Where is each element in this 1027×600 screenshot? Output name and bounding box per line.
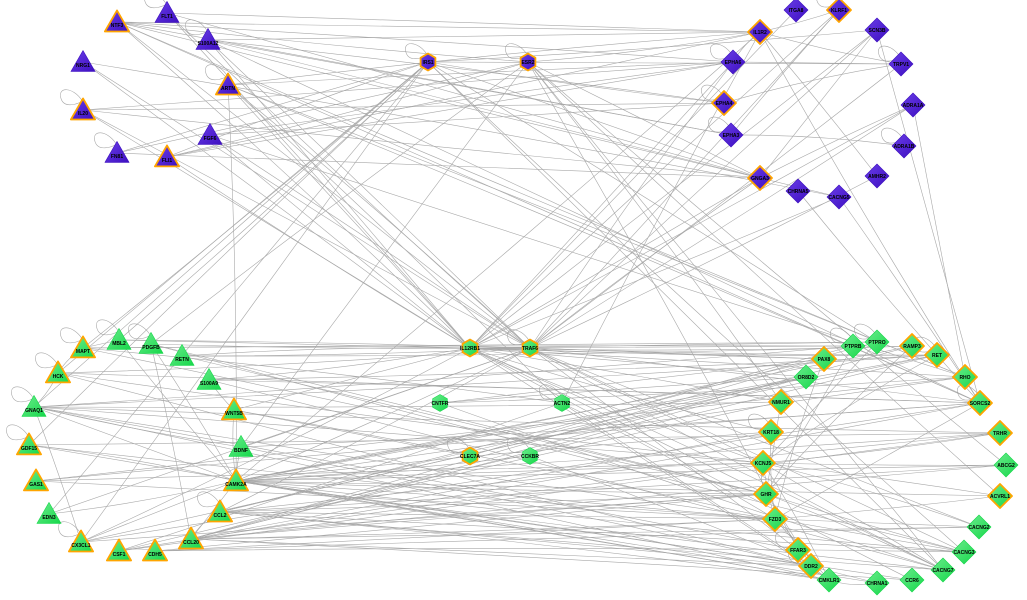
svg-text:WNT5B: WNT5B bbox=[225, 411, 243, 417]
svg-text:PTPRB: PTPRB bbox=[845, 344, 862, 350]
svg-text:FLT1: FLT1 bbox=[161, 14, 173, 20]
svg-text:CHRNA1: CHRNA1 bbox=[867, 581, 888, 587]
svg-text:FZD3: FZD3 bbox=[769, 517, 782, 523]
svg-text:ABCG2: ABCG2 bbox=[997, 463, 1015, 469]
svg-text:CDH5: CDH5 bbox=[148, 552, 162, 558]
svg-text:FFAR3: FFAR3 bbox=[790, 548, 806, 554]
svg-text:CNTFR: CNTFR bbox=[432, 401, 449, 407]
svg-text:CACNG5: CACNG5 bbox=[828, 195, 849, 201]
svg-text:CMKLR1: CMKLR1 bbox=[819, 578, 840, 584]
svg-text:GHR: GHR bbox=[760, 492, 772, 498]
svg-text:CCL2: CCL2 bbox=[213, 513, 226, 519]
svg-text:KLRF1: KLRF1 bbox=[831, 8, 847, 14]
svg-text:GNGA3: GNGA3 bbox=[751, 176, 769, 182]
svg-text:TRHR: TRHR bbox=[993, 431, 1007, 437]
svg-text:FGF6: FGF6 bbox=[204, 136, 217, 142]
svg-text:NRG1: NRG1 bbox=[76, 63, 90, 69]
svg-text:PTPRO: PTPRO bbox=[868, 340, 885, 346]
svg-text:ADRA1A: ADRA1A bbox=[903, 103, 924, 109]
svg-text:IL1R2: IL1R2 bbox=[753, 30, 767, 36]
svg-text:AMHR2: AMHR2 bbox=[868, 174, 886, 180]
svg-text:ACVRL1: ACVRL1 bbox=[990, 494, 1010, 500]
svg-text:EDN3: EDN3 bbox=[42, 515, 56, 521]
svg-text:OR8D2: OR8D2 bbox=[798, 375, 815, 381]
svg-text:CCR6: CCR6 bbox=[905, 578, 919, 584]
svg-text:PAX8: PAX8 bbox=[818, 357, 831, 363]
svg-text:S100A9: S100A9 bbox=[200, 381, 218, 387]
svg-text:EPHA6: EPHA6 bbox=[725, 60, 742, 66]
svg-text:CX3CL1: CX3CL1 bbox=[71, 543, 90, 549]
svg-text:PDGFB: PDGFB bbox=[142, 345, 160, 351]
svg-text:RHO: RHO bbox=[959, 375, 970, 381]
svg-text:ITGA8: ITGA8 bbox=[789, 8, 804, 14]
svg-text:CAMK2A: CAMK2A bbox=[225, 482, 247, 488]
svg-text:SORCS2: SORCS2 bbox=[970, 401, 991, 407]
svg-text:TRPV1: TRPV1 bbox=[893, 62, 909, 68]
svg-text:CACNG2: CACNG2 bbox=[968, 525, 989, 531]
svg-text:IL20: IL20 bbox=[78, 111, 88, 117]
svg-text:ARTN: ARTN bbox=[221, 86, 235, 92]
svg-text:RET: RET bbox=[932, 353, 942, 359]
svg-text:IL12RB1: IL12RB1 bbox=[460, 346, 480, 352]
svg-text:SCN3B: SCN3B bbox=[869, 28, 886, 34]
svg-text:MAPT: MAPT bbox=[76, 349, 90, 355]
svg-text:CCL20: CCL20 bbox=[183, 540, 199, 546]
svg-text:FN81: FN81 bbox=[111, 154, 123, 160]
svg-text:EPHA3: EPHA3 bbox=[723, 133, 740, 139]
svg-text:KCNJ5: KCNJ5 bbox=[755, 461, 772, 467]
svg-text:DDR2: DDR2 bbox=[804, 564, 818, 570]
svg-text:CCKBR: CCKBR bbox=[521, 454, 539, 460]
svg-text:GNAQ1: GNAQ1 bbox=[25, 408, 43, 414]
svg-text:CACNG3: CACNG3 bbox=[953, 550, 974, 556]
svg-text:CSF1: CSF1 bbox=[113, 552, 126, 558]
svg-text:CHRNA5: CHRNA5 bbox=[788, 189, 809, 195]
svg-text:GDF15: GDF15 bbox=[21, 446, 37, 452]
svg-text:GAS1: GAS1 bbox=[29, 482, 43, 488]
svg-text:CACNG7: CACNG7 bbox=[932, 568, 953, 574]
svg-text:RAMP3: RAMP3 bbox=[903, 344, 921, 350]
svg-text:ACTN2: ACTN2 bbox=[554, 401, 571, 407]
svg-text:ESR2: ESR2 bbox=[521, 60, 534, 66]
svg-text:ADRA1B: ADRA1B bbox=[894, 144, 915, 150]
svg-text:IRS1: IRS1 bbox=[422, 60, 433, 66]
svg-text:CLEC7A: CLEC7A bbox=[460, 454, 480, 460]
svg-text:NMUR1: NMUR1 bbox=[772, 400, 790, 406]
svg-text:S100A12: S100A12 bbox=[198, 41, 219, 47]
svg-text:EPHA4: EPHA4 bbox=[716, 101, 733, 107]
svg-text:FLI1: FLI1 bbox=[162, 158, 172, 164]
svg-text:KRT18: KRT18 bbox=[763, 430, 779, 436]
svg-text:RETN: RETN bbox=[175, 357, 189, 363]
svg-text:BDNF: BDNF bbox=[234, 448, 248, 454]
svg-text:HCK: HCK bbox=[53, 374, 64, 380]
svg-text:TRAF6: TRAF6 bbox=[522, 346, 538, 352]
svg-text:MBL2: MBL2 bbox=[112, 341, 126, 347]
svg-text:NTF3: NTF3 bbox=[111, 23, 124, 29]
